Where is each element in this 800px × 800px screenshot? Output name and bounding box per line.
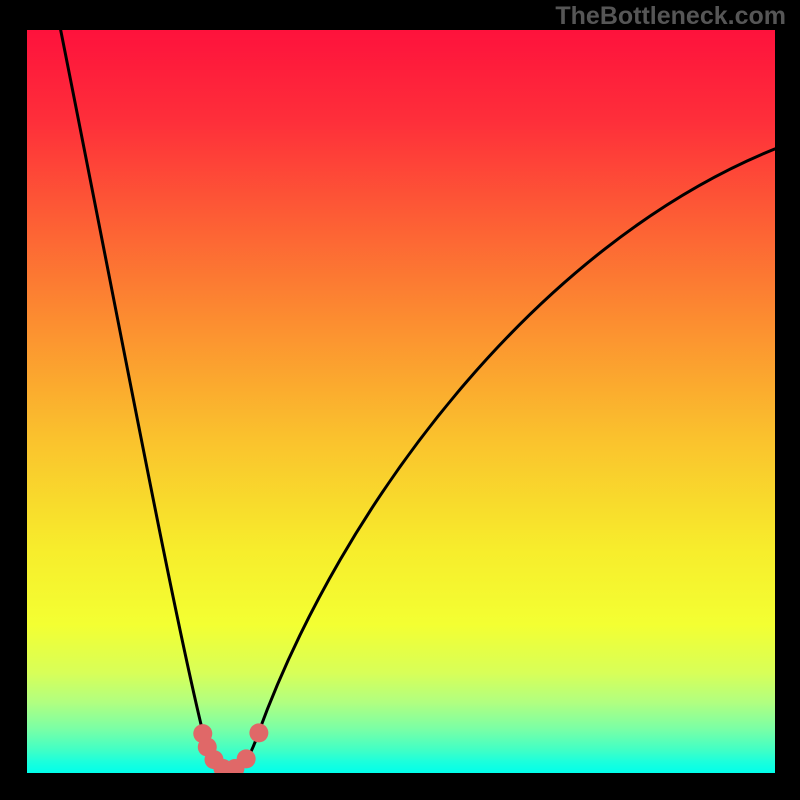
valley-marker xyxy=(237,749,256,768)
valley-marker xyxy=(249,723,268,742)
plot-background xyxy=(27,30,775,773)
chart-svg xyxy=(0,0,800,800)
chart-stage: TheBottleneck.com xyxy=(0,0,800,800)
watermark-text: TheBottleneck.com xyxy=(555,2,786,31)
